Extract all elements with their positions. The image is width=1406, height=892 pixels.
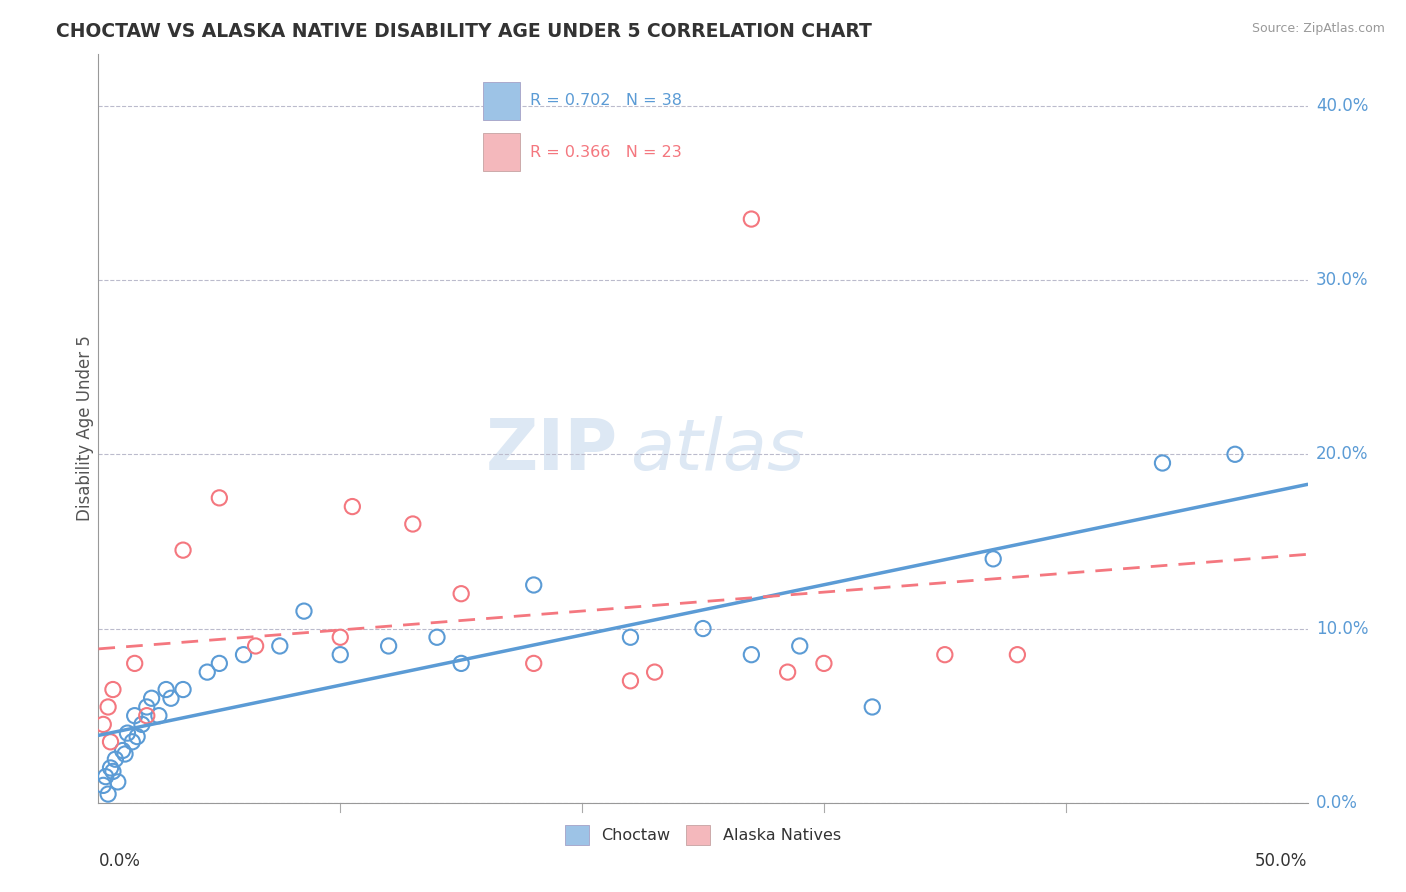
- Point: [97, 700, 120, 714]
- Point: [172, 543, 194, 558]
- Point: [776, 665, 799, 679]
- Point: [245, 639, 267, 653]
- Text: 0.0%: 0.0%: [1316, 794, 1358, 812]
- Point: [124, 657, 146, 671]
- Point: [111, 743, 134, 757]
- Point: [450, 657, 472, 671]
- Point: [131, 717, 153, 731]
- Point: [172, 682, 194, 697]
- Point: [619, 630, 641, 644]
- Point: [135, 708, 157, 723]
- Point: [94, 770, 117, 784]
- Point: [1152, 456, 1174, 470]
- Point: [269, 639, 291, 653]
- Text: 50.0%: 50.0%: [1256, 852, 1308, 870]
- Point: [100, 735, 122, 749]
- Legend: Choctaw, Alaska Natives: Choctaw, Alaska Natives: [558, 819, 848, 851]
- Text: Source: ZipAtlas.com: Source: ZipAtlas.com: [1251, 22, 1385, 36]
- Point: [148, 708, 170, 723]
- Y-axis label: Disability Age Under 5: Disability Age Under 5: [76, 335, 94, 521]
- Point: [1007, 648, 1029, 662]
- Point: [426, 630, 449, 644]
- Text: 0.0%: 0.0%: [98, 852, 141, 870]
- Point: [97, 787, 120, 801]
- Point: [619, 673, 641, 688]
- Point: [208, 491, 231, 505]
- Point: [292, 604, 315, 618]
- Point: [208, 657, 231, 671]
- Point: [1223, 447, 1246, 461]
- Point: [329, 630, 352, 644]
- Text: 20.0%: 20.0%: [1316, 445, 1368, 463]
- Point: [114, 747, 136, 761]
- Point: [127, 730, 149, 744]
- Text: 10.0%: 10.0%: [1316, 620, 1368, 638]
- Point: [160, 691, 183, 706]
- Text: atlas: atlas: [630, 417, 806, 485]
- Point: [121, 735, 143, 749]
- Point: [813, 657, 835, 671]
- Point: [101, 764, 124, 779]
- Point: [329, 648, 352, 662]
- Text: 40.0%: 40.0%: [1316, 97, 1368, 115]
- Point: [377, 639, 399, 653]
- Text: 30.0%: 30.0%: [1316, 271, 1368, 289]
- Text: ZIP: ZIP: [486, 417, 619, 485]
- Point: [104, 752, 127, 766]
- Point: [860, 700, 883, 714]
- Point: [450, 587, 472, 601]
- Point: [117, 726, 139, 740]
- Point: [101, 682, 124, 697]
- Point: [789, 639, 811, 653]
- Point: [692, 622, 714, 636]
- Text: CHOCTAW VS ALASKA NATIVE DISABILITY AGE UNDER 5 CORRELATION CHART: CHOCTAW VS ALASKA NATIVE DISABILITY AGE …: [56, 22, 872, 41]
- Point: [740, 212, 762, 227]
- Point: [91, 717, 114, 731]
- Point: [155, 682, 177, 697]
- Point: [141, 691, 163, 706]
- Point: [195, 665, 218, 679]
- Point: [107, 775, 129, 789]
- Point: [135, 700, 157, 714]
- Point: [232, 648, 254, 662]
- Point: [100, 761, 122, 775]
- Point: [644, 665, 666, 679]
- Point: [740, 648, 762, 662]
- Point: [91, 778, 114, 792]
- Point: [402, 516, 425, 531]
- Point: [124, 708, 146, 723]
- Point: [934, 648, 956, 662]
- Point: [523, 578, 546, 592]
- Point: [342, 500, 364, 514]
- Point: [523, 657, 546, 671]
- Point: [981, 552, 1004, 566]
